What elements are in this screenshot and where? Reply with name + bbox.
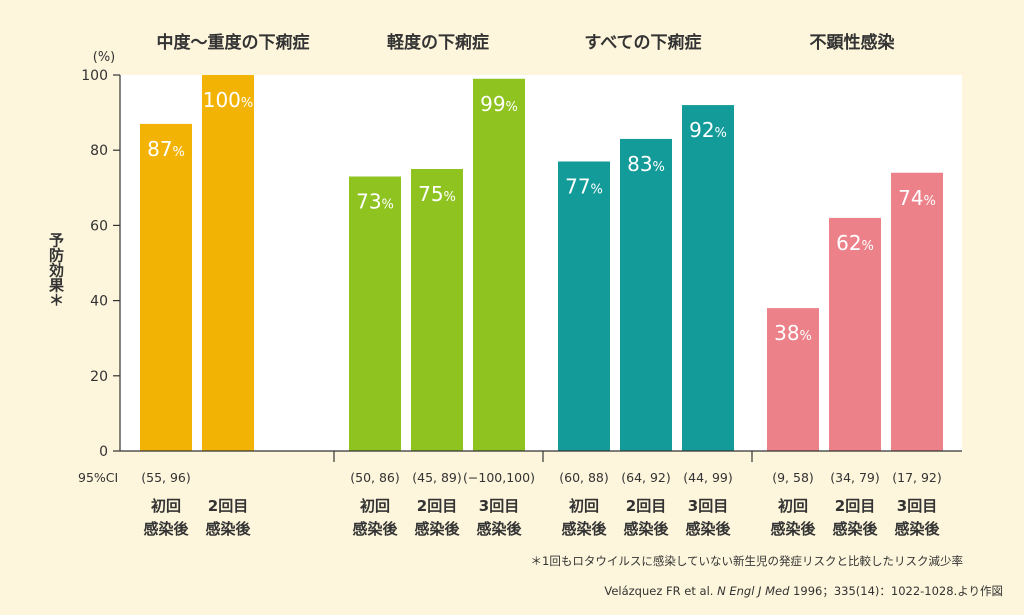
bar-value-unit: % [241,96,253,111]
category-label-line2: 感染後 [205,520,251,538]
ci-value: (44, 99) [683,470,733,485]
group-title: すべての下痢症 [584,32,701,53]
footnote: ＊1回もロタウイルスに感染していない新生児の発症リスクと比較したリスク減少率 [531,554,963,568]
ci-value: (9, 58) [772,470,814,485]
category-label-line2: 感染後 [414,520,460,538]
ci-value: (17, 92) [892,470,942,485]
bar [473,78,525,451]
y-tick-label: 80 [90,143,108,159]
bar-value-label: 92% [689,118,727,142]
category-label-line1: 初回 [360,497,390,515]
source-prefix: Velázquez FR et al. [604,584,717,598]
bar [411,169,463,451]
category-label-line2: 感染後 [143,520,189,538]
source-journal: N Engl J Med [717,584,790,598]
category-label-line1: 初回 [151,497,181,515]
ci-value: (−100,100) [463,470,535,485]
bar-value-unit: % [924,194,936,209]
y-tick-label: 20 [90,369,108,385]
source-suffix: 1996；335(14)：1022-1028.より作図 [789,584,1003,598]
bar [202,75,254,451]
bar [558,161,610,452]
y-tick-label: 100 [81,68,108,84]
category-label-line1: 2回目 [417,497,457,515]
bar-value-unit: % [591,182,603,197]
category-label-line2: 感染後 [561,520,607,538]
y-unit-label: (%) [93,50,116,65]
category-label-line1: 3回目 [688,497,728,515]
ci-value: (45, 89) [412,470,462,485]
bar-value-unit: % [800,329,812,344]
plot-area [120,75,962,451]
y-tick-label: 0 [99,444,108,460]
ci-value: (64, 92) [621,470,671,485]
bar [767,308,819,451]
category-label-line1: 3回目 [479,497,519,515]
bar-value-unit: % [173,145,185,160]
bar [891,172,943,451]
category-label-line2: 感染後 [685,520,731,538]
category-label-line1: 3回目 [897,497,937,515]
group-title: 中度〜重度の下痢症 [157,32,310,53]
category-label-line1: 2回目 [208,497,248,515]
y-axis-label: 予防効果＊ [47,233,65,308]
bar [620,138,672,452]
category-label-line2: 感染後 [476,520,522,538]
category-label-line2: 感染後 [832,520,878,538]
ci-value: (50, 86) [350,470,400,485]
bar-value-unit: % [382,198,394,213]
category-label-line2: 感染後 [352,520,398,538]
y-tick-label: 60 [90,218,108,234]
bar [829,217,881,451]
bar [140,123,192,451]
bar-value-unit: % [444,190,456,205]
ci-value: (60, 88) [559,470,609,485]
category-label-line1: 2回目 [626,497,666,515]
category-label-line2: 感染後 [894,520,940,538]
y-tick-label: 40 [90,294,108,310]
bar [349,176,401,451]
group-title: 軽度の下痢症 [387,32,489,53]
category-label-line1: 初回 [778,497,808,515]
bar [682,105,734,451]
ci-value: (55, 96) [141,470,191,485]
bar-value-label: 77% [565,174,603,198]
group-title: 不顕性感染 [810,32,895,53]
source-citation: Velázquez FR et al. N Engl J Med 1996；33… [604,584,1003,598]
category-label-line2: 感染後 [770,520,816,538]
ci-value: (34, 79) [830,470,880,485]
bar-value-unit: % [506,100,518,115]
category-label-line1: 2回目 [835,497,875,515]
category-label-line2: 感染後 [623,520,669,538]
category-label-line1: 初回 [569,497,599,515]
bar-value-label: 83% [627,152,665,176]
bar-value-unit: % [715,126,727,141]
bar-value-unit: % [653,160,665,175]
bar-value-unit: % [862,239,874,254]
ci-row-label: 95%CI [78,470,118,485]
